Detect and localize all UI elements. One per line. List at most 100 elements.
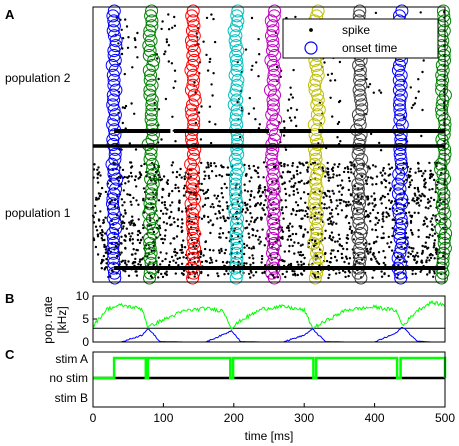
spike-dot	[349, 203, 352, 206]
onset-circle	[145, 98, 159, 112]
spike-dot	[200, 271, 203, 275]
spike-dot	[244, 204, 247, 207]
spike-dot	[252, 257, 255, 260]
spike-dot	[329, 79, 332, 82]
spike-dot	[291, 225, 294, 228]
no-stim-label: no stim	[49, 371, 88, 385]
spike-dot	[416, 196, 419, 199]
spike-dot	[253, 169, 257, 172]
spike-dot	[408, 181, 412, 184]
spike-dot	[288, 194, 291, 197]
spike-dot	[368, 242, 371, 246]
spike-dot	[400, 254, 403, 258]
onset-circle	[311, 88, 325, 102]
spike-dot	[375, 182, 378, 186]
onset-circle	[436, 4, 450, 18]
spike-dot	[382, 236, 385, 239]
spike-dot	[377, 262, 381, 266]
spike-dot	[225, 186, 228, 189]
spike-dot	[281, 237, 284, 240]
spike-dot	[417, 90, 420, 93]
spike-dot	[226, 166, 230, 169]
spike-dot	[149, 274, 153, 278]
spike-dot	[407, 255, 410, 258]
spike-dot	[136, 56, 139, 59]
rate-ylabel-line1: pop. rate	[41, 296, 55, 344]
spike-dot	[206, 161, 209, 164]
onset-circle	[107, 44, 121, 58]
spike-dot	[331, 166, 335, 169]
spike-dot	[250, 68, 253, 72]
spike-dot	[241, 208, 245, 211]
spike-dot	[210, 261, 214, 264]
spike-dot	[236, 100, 239, 104]
onset-circle	[308, 142, 322, 156]
spike-dot	[414, 194, 417, 197]
onset-circle	[229, 192, 243, 206]
spike-dot	[344, 271, 347, 274]
spike-dot	[329, 261, 332, 264]
spike-dot	[262, 208, 265, 212]
spike-dot	[244, 211, 247, 214]
spike-dot	[336, 165, 340, 168]
spike-dot	[259, 194, 263, 197]
onset-circle	[266, 177, 280, 191]
spike-dot	[247, 232, 250, 235]
spike-dot	[429, 204, 432, 208]
spike-dot	[336, 184, 340, 187]
spike-dot	[258, 242, 261, 245]
onset-circle	[229, 177, 242, 191]
spike-dot	[203, 214, 206, 217]
spike-dot	[208, 60, 211, 64]
spike-dot	[438, 199, 442, 202]
spike-dot	[102, 254, 106, 258]
spike-dot	[130, 166, 133, 169]
spike-dot	[257, 37, 260, 41]
spike-dot	[329, 176, 332, 179]
spike-dot	[249, 276, 252, 279]
spike-dot	[160, 27, 163, 31]
spike-dot	[327, 176, 330, 179]
spike-dot	[370, 258, 373, 261]
spike-dot	[200, 105, 203, 108]
spike-dot	[159, 209, 163, 213]
spike-dot	[134, 270, 137, 273]
spike-dot	[429, 220, 432, 223]
spike-dot	[294, 213, 298, 216]
spike-dot	[291, 269, 294, 273]
spike-dot	[413, 186, 416, 190]
spike-dot	[409, 167, 412, 171]
spike-dot	[282, 120, 286, 123]
spike-dot	[297, 241, 300, 245]
spike-dot	[416, 251, 419, 255]
spike-dot	[173, 237, 176, 240]
spike-dot	[135, 199, 138, 202]
spike-dot	[383, 272, 386, 275]
onset-circle	[393, 147, 407, 161]
spike-dot	[415, 260, 419, 263]
spike-dot	[377, 251, 381, 254]
spike-dot	[206, 196, 210, 200]
spike-dot	[123, 106, 127, 110]
spike-dot	[427, 246, 430, 249]
onset-circle	[146, 128, 160, 142]
spike-dot	[207, 174, 210, 178]
spike-dot	[204, 240, 207, 244]
ytick-label-10: 10	[76, 289, 90, 303]
onset-circle	[310, 167, 324, 181]
spike-dot	[409, 252, 412, 256]
spike-dot	[320, 202, 323, 205]
spike-dot	[216, 272, 219, 275]
spike-dot	[431, 173, 435, 176]
spike-dot	[371, 228, 374, 231]
spike-dot	[164, 206, 167, 210]
spike-dot	[165, 38, 168, 41]
spike-dot	[429, 256, 433, 260]
spike-dot	[259, 240, 262, 243]
spike-dot	[289, 262, 293, 266]
spike-dot	[163, 238, 166, 241]
spike-dot	[139, 231, 142, 235]
spike-dot	[416, 255, 420, 258]
spike-dot	[193, 275, 196, 278]
spike-dot	[366, 213, 370, 217]
